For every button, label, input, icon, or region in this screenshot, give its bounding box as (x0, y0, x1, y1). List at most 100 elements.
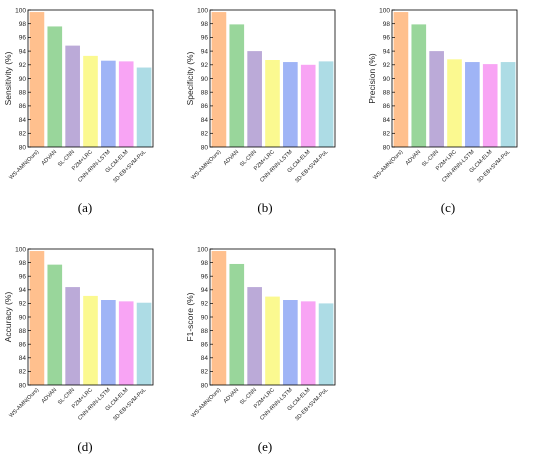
y-tick-label: 92 (201, 301, 209, 308)
x-category-label: WS-AMN(Ours) (8, 387, 40, 419)
panel-label: (d) (77, 439, 92, 454)
x-category-label: CNN-RNN-LSTM (441, 149, 476, 184)
bar (283, 300, 298, 385)
bar (429, 51, 444, 147)
y-tick-label: 84 (201, 117, 209, 124)
bar (265, 60, 280, 147)
panel-label: (b) (257, 200, 272, 215)
chart-panel-a: 80 82 84 86 88 90 92 94 96 98 100 Sensitivity (%) WS… (3, 7, 154, 215)
bar (65, 287, 80, 385)
y-tick-label: 100 (197, 7, 208, 14)
y-axis-label: Precision (%) (367, 53, 377, 104)
y-tick-label: 82 (19, 131, 27, 138)
y-tick-label: 88 (19, 328, 27, 335)
y-tick-label: 80 (19, 382, 27, 389)
y-tick-label: 86 (201, 342, 209, 349)
bar (500, 62, 516, 148)
bar (229, 263, 245, 385)
y-tick-label: 90 (383, 76, 391, 83)
bar (101, 60, 116, 147)
y-axis-label: Sensitivity (%) (3, 51, 13, 105)
x-category-label: WS-AMN(Ours) (190, 387, 222, 419)
bar (118, 301, 134, 385)
x-category-label: CNN-RNN-LSTM (259, 387, 294, 422)
panel-label: (a) (78, 200, 92, 215)
bar (300, 301, 316, 385)
chart-panel-e: 80 82 84 86 88 90 92 94 96 98 100 F1-score (%) WS-AM… (185, 246, 336, 454)
bar (393, 12, 409, 148)
bar (265, 296, 280, 385)
chart-panel-d: 80 82 84 86 88 90 92 94 96 98 100 Accuracy (%) WS-AM… (3, 246, 154, 454)
y-tick-label: 92 (19, 62, 27, 69)
bar (318, 303, 334, 385)
y-tick-label: 100 (379, 7, 390, 14)
y-tick-label: 98 (19, 21, 27, 28)
x-category-label: WS-AMN(Ours) (8, 149, 40, 181)
bar (136, 67, 152, 147)
y-axis-label: F1-score (%) (185, 292, 195, 341)
bar (136, 302, 152, 385)
y-tick-label: 86 (19, 103, 27, 110)
y-tick-label: 96 (19, 274, 27, 281)
bar (482, 64, 498, 147)
bar (411, 24, 427, 147)
bar (118, 61, 134, 147)
y-tick-label: 94 (383, 48, 391, 55)
y-tick-label: 82 (201, 369, 209, 376)
y-tick-label: 96 (201, 35, 209, 42)
bar (283, 62, 298, 148)
y-tick-label: 88 (19, 90, 27, 97)
y-tick-label: 86 (383, 103, 391, 110)
bar (47, 26, 63, 147)
bar (29, 12, 45, 148)
bar (465, 62, 480, 148)
y-tick-label: 94 (201, 287, 209, 294)
y-tick-label: 92 (19, 301, 27, 308)
y-tick-label: 84 (19, 355, 27, 362)
y-tick-label: 84 (383, 117, 391, 124)
y-tick-label: 88 (383, 90, 391, 97)
chart-panel-b: 80 82 84 86 88 90 92 94 96 98 100 Specificity (%) WS… (185, 7, 336, 215)
x-category-label: CNN-RNN-LSTM (77, 149, 112, 184)
x-category-label: ADVAN (223, 387, 241, 405)
y-tick-label: 100 (15, 7, 26, 14)
y-tick-label: 80 (201, 382, 209, 389)
y-tick-label: 90 (201, 314, 209, 321)
bar (65, 45, 80, 148)
x-category-label: ADVAN (223, 149, 241, 167)
panel-label: (e) (258, 439, 272, 454)
x-category-label: 3D-EB+SVM-PoL (112, 149, 147, 184)
x-category-label: 3D-EB+SVM-PoL (294, 149, 329, 184)
y-tick-label: 82 (19, 369, 27, 376)
y-tick-label: 98 (201, 260, 209, 267)
y-tick-label: 100 (197, 246, 208, 253)
y-tick-label: 90 (19, 314, 27, 321)
bar (229, 24, 245, 147)
y-tick-label: 94 (19, 287, 27, 294)
y-tick-label: 90 (19, 76, 27, 83)
y-tick-label: 92 (383, 62, 391, 69)
y-tick-label: 80 (201, 144, 209, 151)
x-category-label: CNN-RNN-LSTM (259, 149, 294, 184)
bar (47, 264, 63, 385)
y-tick-label: 90 (201, 76, 209, 83)
y-tick-label: 96 (201, 274, 209, 281)
y-tick-label: 100 (15, 246, 26, 253)
x-category-label: 3D-EB+SVM-PoL (476, 149, 511, 184)
bar (211, 12, 227, 148)
x-category-label: ADVAN (41, 149, 59, 167)
y-tick-label: 88 (201, 90, 209, 97)
bar (318, 61, 334, 147)
y-tick-label: 98 (383, 21, 391, 28)
y-tick-label: 80 (383, 144, 391, 151)
x-category-label: ADVAN (41, 387, 59, 405)
x-category-label: 3D-EB+SVM-PoL (294, 387, 329, 422)
x-category-label: WS-AMN(Ours) (372, 149, 404, 181)
y-tick-label: 86 (201, 103, 209, 110)
y-tick-label: 86 (19, 342, 27, 349)
y-tick-label: 98 (201, 21, 209, 28)
x-category-label: CNN-RNN-LSTM (77, 387, 112, 422)
y-tick-label: 82 (201, 131, 209, 138)
y-tick-label: 98 (19, 260, 27, 267)
